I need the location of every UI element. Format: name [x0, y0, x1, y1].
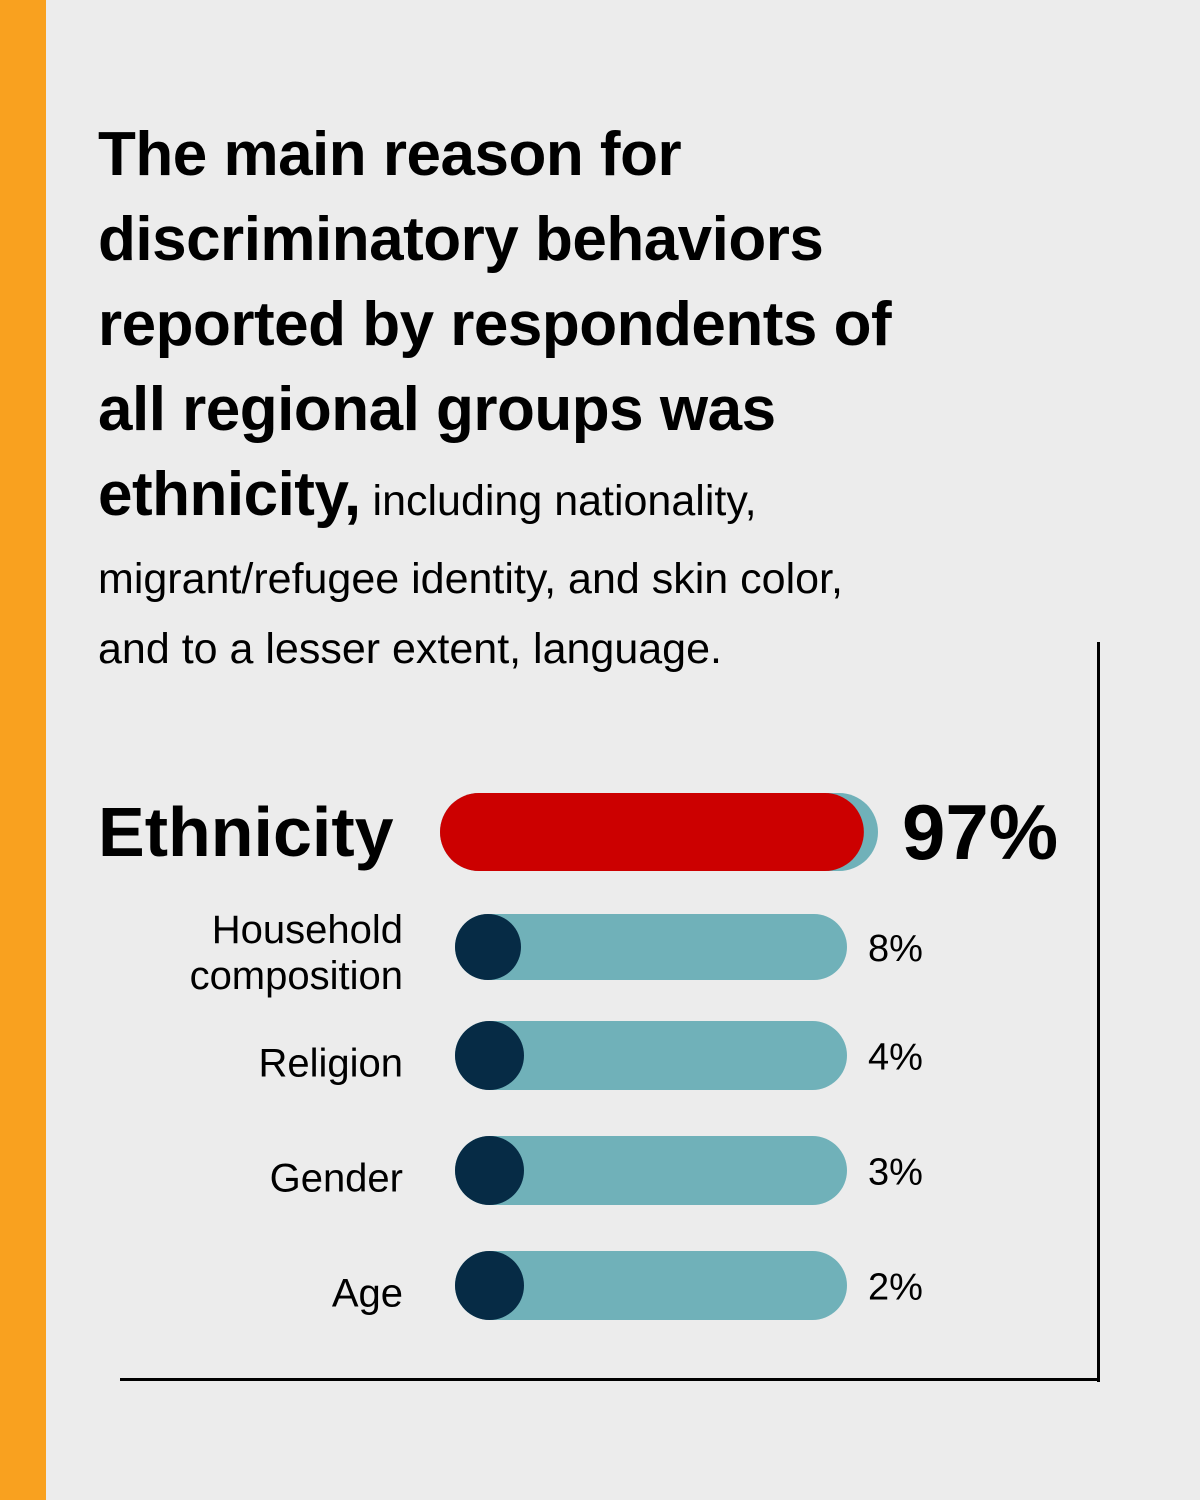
- category-label: Gender: [270, 1157, 403, 1201]
- headline-line: all regional groups was: [98, 375, 776, 444]
- bar-fill: [455, 914, 521, 980]
- accent-stripe: [0, 0, 46, 1500]
- value-label: 3%: [868, 1152, 923, 1194]
- category-label: Age: [332, 1272, 403, 1316]
- value-label: 97%: [902, 788, 1058, 876]
- bar-track: [455, 914, 847, 980]
- category-label: Ethnicity: [98, 793, 394, 871]
- value-label: 4%: [868, 1037, 923, 1079]
- value-label: 2%: [868, 1267, 923, 1309]
- category-label: Religion: [258, 1042, 403, 1086]
- headline-line-last: ethnicity, including nationality,: [98, 452, 1058, 544]
- headline-inline-text: including nationality,: [360, 477, 757, 525]
- headline: The main reason for discriminatory behav…: [98, 112, 1058, 684]
- frame-vertical-line: [1097, 642, 1100, 1382]
- body-line: migrant/refugee identity, and skin color…: [98, 555, 843, 603]
- bar-track: [455, 1136, 847, 1205]
- bar-fill: [440, 793, 864, 871]
- body-line: and to a lesser extent, language.: [98, 625, 722, 673]
- headline-line: reported by respondents of: [98, 290, 892, 359]
- bar-fill: [455, 1021, 524, 1090]
- headline-line: The main reason for: [98, 120, 682, 189]
- bar-track: [455, 1021, 847, 1090]
- headline-keyword: ethnicity,: [98, 460, 361, 529]
- headline-line: discriminatory behaviors: [98, 205, 824, 274]
- frame-horizontal-line: [120, 1378, 1100, 1381]
- value-label: 8%: [868, 928, 923, 970]
- bar-fill: [455, 1136, 524, 1205]
- category-label: composition: [190, 954, 403, 998]
- category-label: Household: [212, 908, 403, 952]
- bar-fill: [455, 1251, 524, 1320]
- bar-track: [455, 1251, 847, 1320]
